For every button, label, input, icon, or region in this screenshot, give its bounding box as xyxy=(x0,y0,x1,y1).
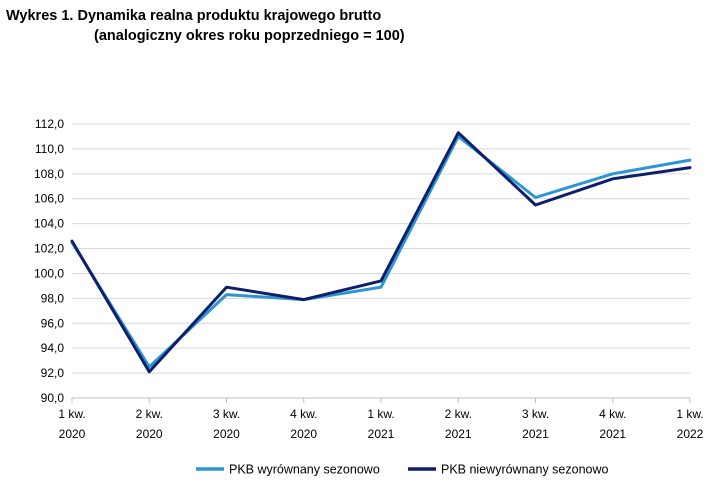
y-tick-label: 104,0 xyxy=(34,217,64,231)
y-tick-label: 96,0 xyxy=(41,316,65,330)
y-axis: 90,0 92,0 94,0 96,0 98,0 100,0 102,0 104,0 106,0… xyxy=(34,117,64,405)
x-tick-label-year: 2021 xyxy=(368,427,395,441)
series-lines xyxy=(70,131,692,374)
y-tick-label: 94,0 xyxy=(41,341,65,355)
legend-label-1: PKB wyrównany sezonowo xyxy=(229,463,380,477)
x-tick-label: 3 kw. xyxy=(522,407,549,421)
x-tick-label: 4 kw. xyxy=(599,407,626,421)
x-tick-label: 2 kw. xyxy=(136,407,163,421)
chart-title-line2: (analogiczny okres roku poprzedniego = 1… xyxy=(94,28,405,44)
x-tick-label-year: 2020 xyxy=(136,427,163,441)
chart-title: Wykres 1. Dynamika realna produktu krajo… xyxy=(6,6,405,46)
x-tick-label: 2 kw. xyxy=(445,407,472,421)
x-tick-label-year: 2021 xyxy=(522,427,549,441)
x-tick-label: 4 kw. xyxy=(290,407,317,421)
y-tick-label: 106,0 xyxy=(34,192,64,206)
series-line-1 xyxy=(70,135,692,369)
y-tick-label: 112,0 xyxy=(35,117,64,131)
y-tick-label: 92,0 xyxy=(41,366,65,380)
x-tick-label-year: 2020 xyxy=(213,427,240,441)
y-tick-label: 102,0 xyxy=(34,242,64,256)
x-tick-label-year: 2021 xyxy=(599,427,626,441)
x-tick-label-year: 2020 xyxy=(290,427,317,441)
y-tick-label: 98,0 xyxy=(41,291,65,305)
y-tick-label: 108,0 xyxy=(34,167,64,181)
y-tick-label: 110,0 xyxy=(35,142,64,156)
x-tick-label: 1 kw. xyxy=(367,407,394,421)
x-tick-label-year: 2020 xyxy=(59,427,86,441)
y-tick-label: 100,0 xyxy=(34,266,64,280)
legend: PKB wyrównany sezonowo PKB niewyrównany s… xyxy=(196,463,608,477)
chart-title-line1: Wykres 1. Dynamika realna produktu krajo… xyxy=(6,8,382,24)
x-tick-label: 1 kw. xyxy=(676,407,703,421)
x-tick-label-year: 2021 xyxy=(445,427,472,441)
x-tick-label: 1 kw. xyxy=(58,407,85,421)
x-axis: 1 kw. 2020 2 kw. 2020 3 kw. 2020 4 kw. 2020 1 kw… xyxy=(58,397,704,441)
legend-label-2: PKB niewyrównany sezonowo xyxy=(441,463,608,477)
x-tick-label-year: 2022 xyxy=(677,427,704,441)
y-tick-label: 90,0 xyxy=(41,391,65,405)
series-line-2 xyxy=(70,131,692,374)
grid-lines xyxy=(72,123,690,374)
x-tick-label: 3 kw. xyxy=(213,407,240,421)
